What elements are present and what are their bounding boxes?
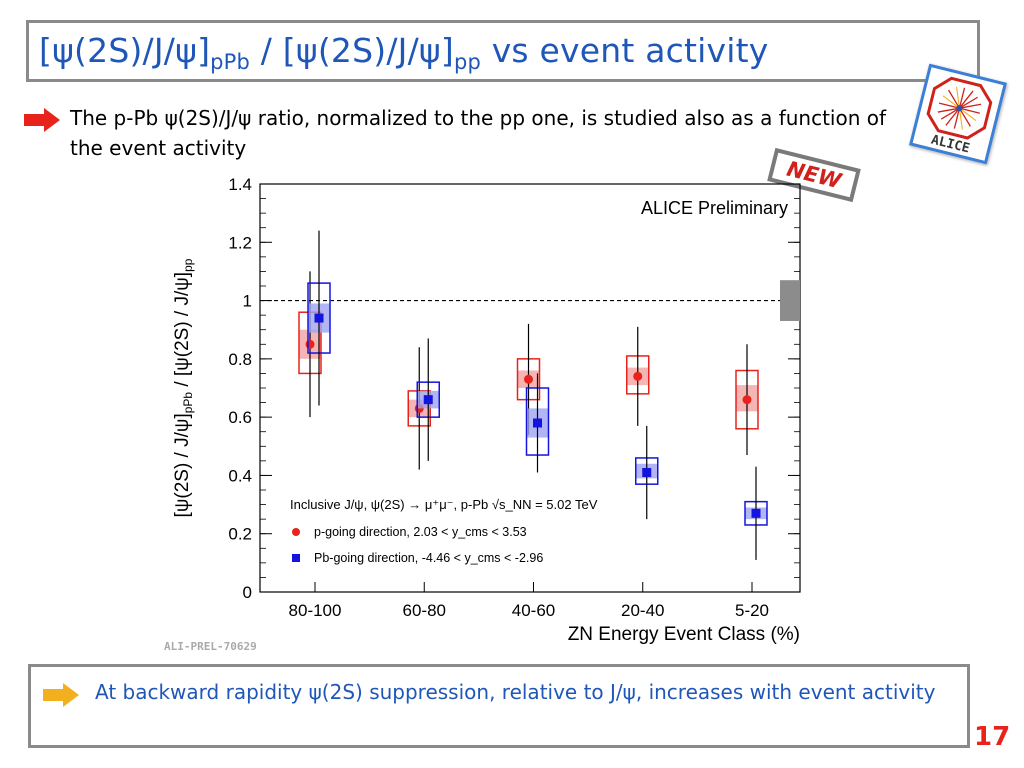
y-tick-label: 0 [243,583,252,602]
intro-text: The p-Pb ψ(2S)/J/ψ ratio, normalized to … [70,106,887,160]
watermark: ALI-PREL-70629 [164,640,257,653]
arrow-bullet-icon [43,683,79,707]
legend-marker [292,554,300,562]
preliminary-label: ALICE Preliminary [641,198,788,218]
data-point [314,313,324,323]
conclusion-text: At backward rapidity ψ(2S) suppression, … [95,680,936,704]
y-axis-title-subscript: pp [181,258,195,272]
legend-marker [292,528,300,536]
x-tick-label: 20-40 [621,601,664,620]
y-axis-title-subscript: pPb [181,392,195,414]
data-point [423,395,433,405]
title-part: [ [39,31,53,70]
legend-header: Inclusive J/ψ, ψ(2S) → μ⁺μ⁻, p-Pb √s_NN … [290,497,598,512]
x-axis-title: ZN Energy Event Class (%) [568,624,800,645]
title-box: [ψ(2S)/J/ψ]pPb / [ψ(2S)/J/ψ]pp vs event … [26,20,980,82]
data-point [524,374,533,384]
x-tick-label: 60-80 [403,601,446,620]
data-point [633,371,643,381]
title-part: ψ(2S)/J/ψ] [295,31,454,70]
y-tick-label: 0.8 [228,350,252,369]
y-tick-label: 1 [243,292,252,311]
x-tick-label: 40-60 [512,601,555,620]
data-point [305,339,315,349]
arrow-bullet-icon [24,108,60,132]
data-point [751,508,761,518]
x-tick-label: 5-20 [735,601,769,620]
title-part: / [ [250,31,296,70]
legend-label: p-going direction, 2.03 < y_cms < 3.53 [314,525,527,539]
title-part: ψ(2S)/J/ψ] [52,31,211,70]
ratio-chart: 0 0.2 0.4 0.6 0.8 1 1.2 1.4 80-100 60-80 40-60 20-4… [164,175,801,653]
conclusion-box: At backward rapidity ψ(2S) suppression, … [28,664,970,748]
page-number: 17 [974,722,1011,752]
alice-logo: ALICE [909,63,1007,165]
alice-logo-graphic: ALICE [926,76,993,157]
y-tick-label: 0.4 [228,466,252,485]
global-uncertainty-box [780,280,800,321]
data-point [642,468,652,478]
y-axis-title: [ψ(2S) / J/ψ]pPb / [ψ(2S) / J/ψ]pp [172,258,195,517]
title-subscript: pp [453,50,482,74]
legend-label: Pb-going direction, -4.46 < y_cms < -2.9… [314,551,543,565]
title-subscript: pPb [210,50,251,74]
title-part: vs event activity [481,31,769,70]
y-axis-title-part: / [ψ(2S) / J/ψ] [172,272,193,392]
y-tick-label: 1.2 [228,233,252,252]
slide-title: [ψ(2S)/J/ψ]pPb / [ψ(2S)/J/ψ]pp vs event … [39,31,768,74]
y-tick-label: 0.2 [228,525,252,544]
data-point [533,418,542,428]
y-tick-label: 1.4 [228,175,252,194]
series-pb-going [307,230,768,560]
data-point [742,395,752,405]
y-tick-label: 0.6 [228,408,252,427]
y-axis-title-part: [ψ(2S) / J/ψ] [172,413,193,517]
x-tick-label: 80-100 [289,601,342,620]
